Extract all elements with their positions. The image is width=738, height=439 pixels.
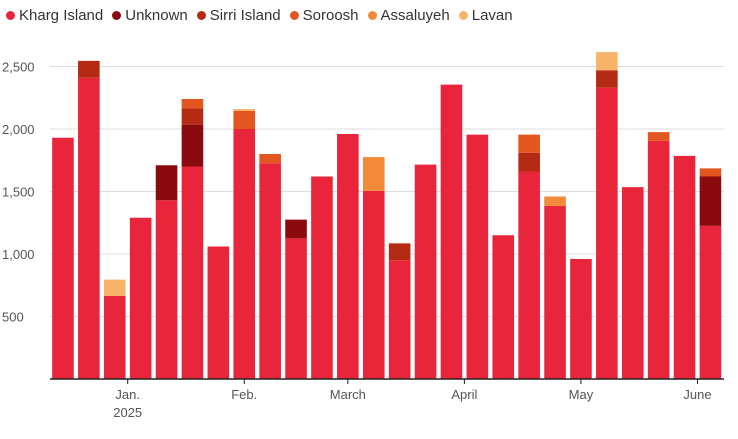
bar-segment (103, 295, 126, 379)
bar-segment (129, 217, 152, 379)
x-tick-label: Feb. (231, 387, 257, 402)
legend-label: Sirri Island (209, 7, 281, 24)
bar-segment (544, 205, 566, 379)
bar-segment (440, 84, 463, 379)
bar-segment (518, 134, 540, 153)
legend: Kharg Island Unknown Sirri Island Soroosh As… (6, 7, 522, 24)
bar-segment (388, 243, 411, 261)
legend-item: Assaluyeh (367, 7, 450, 24)
bar-segment (596, 87, 618, 379)
bar-segment (699, 176, 722, 226)
legend-swatch (6, 11, 15, 20)
legend-item: Unknown (112, 7, 188, 24)
y-tick-label: 1,000 (2, 247, 35, 262)
bar-segment (570, 259, 592, 379)
x-tick-label: March (330, 387, 366, 402)
x-tick-sublabel: 2025 (113, 405, 142, 420)
legend-label: Soroosh (302, 7, 359, 24)
bar-segment (233, 109, 256, 111)
bar-segment (181, 108, 204, 125)
legend-label: Unknown (125, 7, 188, 24)
bar-segment (647, 140, 670, 379)
legend-item: Lavan (458, 7, 513, 24)
bar-segment (233, 129, 256, 379)
legend-swatch (367, 11, 377, 20)
bar-segment (362, 157, 385, 191)
bar-segment (673, 155, 696, 379)
bar-segment (362, 190, 385, 379)
bar-segment (181, 124, 204, 167)
legend-item: Sirri Island (196, 7, 281, 24)
legend-swatch (458, 11, 468, 20)
x-tick-label: April (451, 387, 477, 402)
x-tick-label: May (569, 387, 594, 402)
bar-segment (699, 225, 722, 379)
bar-segment (466, 134, 489, 379)
legend-label: Lavan (471, 7, 513, 24)
y-tick-label: 500 (2, 310, 24, 325)
y-tick-label: 2,000 (2, 122, 35, 137)
legend-label: Kharg Island (19, 7, 104, 24)
bar-segment (388, 260, 411, 379)
bar-segment (518, 152, 540, 172)
bar-segment (181, 166, 204, 379)
bar-segment (699, 168, 722, 177)
bar-segment (596, 70, 618, 88)
legend-label: Assaluyeh (380, 7, 450, 24)
bar-segment (78, 60, 100, 78)
legend-item: Soroosh (289, 7, 359, 24)
bar-segment (181, 99, 204, 109)
x-tick-label: Jan. (115, 387, 140, 402)
bar-segment (647, 132, 670, 141)
bar-segment (337, 134, 359, 379)
bar-segment (285, 238, 307, 379)
bar-segment (544, 196, 566, 206)
bar-segment (311, 176, 333, 379)
legend-swatch (196, 11, 206, 20)
bar-segment (78, 77, 100, 379)
bar-segment (518, 171, 540, 379)
bar-segment (259, 163, 281, 379)
legend-swatch (112, 11, 122, 20)
bar-segment (621, 187, 644, 379)
bar-segment (52, 137, 74, 379)
bar-segment (207, 246, 230, 379)
bar-segment (103, 279, 126, 296)
bar-segment (155, 200, 178, 379)
bar-segment (155, 165, 178, 201)
bar-segment (492, 235, 515, 379)
bar-segment (233, 110, 256, 129)
y-tick-label: 2,500 (2, 60, 35, 75)
bar-segment (285, 219, 307, 239)
x-tick-label: June (683, 387, 711, 402)
bar-segment (259, 154, 281, 164)
bar-segment (596, 52, 618, 71)
legend-item: Kharg Island (6, 7, 103, 24)
y-tick-label: 1,500 (2, 185, 35, 200)
legend-swatch (289, 11, 299, 20)
bar-segment (414, 164, 437, 379)
